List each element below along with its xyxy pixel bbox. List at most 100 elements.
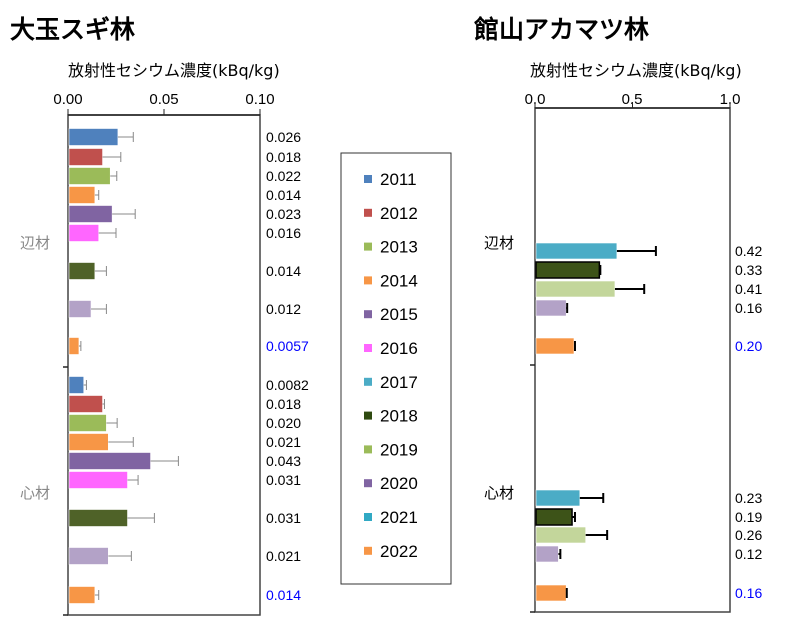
value-label: 0.41 bbox=[735, 281, 762, 297]
value-label: 0.018 bbox=[266, 149, 301, 165]
bar-2019 bbox=[535, 280, 616, 298]
legend-swatch-2020 bbox=[364, 479, 372, 488]
legend-swatch-2015 bbox=[364, 310, 372, 319]
legend-label: 2012 bbox=[380, 204, 418, 223]
bar-2022 bbox=[535, 584, 567, 602]
x-tick-label: 0.10 bbox=[245, 91, 274, 108]
value-label: 0.19 bbox=[735, 509, 762, 525]
bar-2022 bbox=[535, 337, 575, 355]
value-label: 0.23 bbox=[735, 490, 762, 506]
value-label: 0.012 bbox=[266, 301, 301, 317]
value-label: 0.031 bbox=[266, 472, 301, 488]
value-label: 0.043 bbox=[266, 453, 301, 469]
bar-2015 bbox=[68, 205, 113, 223]
chart-title: 館山アカマツ林 bbox=[474, 15, 649, 44]
chart-right: 館山アカマツ林 放射性セシウム濃度(kBq/kg) 0.0 0.5 1.0 辺材… bbox=[474, 15, 762, 613]
legend-swatch-2018 bbox=[364, 411, 372, 420]
value-label: 0.16 bbox=[735, 300, 762, 316]
bar-2013 bbox=[68, 167, 111, 185]
value-label: 0.20 bbox=[735, 338, 762, 354]
bar-2014 bbox=[68, 186, 96, 204]
legend-swatch-2017 bbox=[364, 377, 372, 386]
bar-2012 bbox=[68, 395, 103, 413]
value-label: 0.022 bbox=[266, 168, 301, 184]
value-label: 0.014 bbox=[266, 263, 301, 279]
value-label: 0.021 bbox=[266, 548, 301, 564]
bar-2011 bbox=[68, 376, 85, 394]
group-label-sapwood: 辺材 bbox=[484, 234, 514, 252]
legend-label: 2018 bbox=[380, 407, 418, 426]
bar-2017 bbox=[535, 489, 581, 507]
legend-box bbox=[340, 152, 452, 585]
group-label-heartwood: 心材 bbox=[484, 484, 514, 502]
legend-label: 2021 bbox=[380, 508, 418, 527]
legend-label: 2020 bbox=[380, 474, 418, 493]
bar-2020 bbox=[535, 545, 559, 563]
value-label: 0.016 bbox=[266, 225, 301, 241]
value-label: 0.16 bbox=[735, 585, 762, 601]
bar-2016 bbox=[68, 471, 128, 489]
bar-2015 bbox=[68, 452, 151, 470]
value-label: 0.020 bbox=[266, 415, 301, 431]
legend-swatch-2014 bbox=[364, 276, 372, 285]
bar-2016 bbox=[68, 224, 100, 242]
chart-title: 大玉スギ林 bbox=[10, 15, 135, 44]
legend-label: 2015 bbox=[380, 305, 418, 324]
legend-label: 2019 bbox=[380, 440, 418, 459]
chart-left: 大玉スギ林 放射性セシウム濃度(kBq/kg) 0.00 0.05 0.10 辺… bbox=[10, 15, 309, 616]
value-label: 0.26 bbox=[735, 527, 762, 543]
plot-area bbox=[67, 114, 261, 616]
bar-2012 bbox=[68, 148, 103, 166]
x-tick-label: 1.0 bbox=[720, 91, 741, 108]
bar-2020 bbox=[68, 300, 92, 318]
bar-2018 bbox=[535, 508, 573, 526]
legend-label: 2022 bbox=[380, 542, 418, 561]
legend-swatch-2012 bbox=[364, 208, 372, 217]
x-axis-label: 放射性セシウム濃度(kBq/kg) bbox=[68, 61, 280, 80]
value-label: 0.021 bbox=[266, 434, 301, 450]
legend-label: 2017 bbox=[380, 373, 418, 392]
x-axis-label: 放射性セシウム濃度(kBq/kg) bbox=[530, 61, 742, 80]
value-label: 0.026 bbox=[266, 129, 301, 145]
x-tick-label: 0.05 bbox=[149, 91, 178, 108]
legend-swatch-2019 bbox=[364, 445, 372, 454]
bar-2013 bbox=[68, 414, 107, 432]
legend-label: 2013 bbox=[380, 238, 418, 257]
bar-2022 bbox=[68, 337, 80, 355]
bar-2019 bbox=[535, 526, 587, 544]
value-label: 0.014 bbox=[266, 187, 301, 203]
value-label: 0.014 bbox=[266, 587, 301, 603]
legend-swatch-2016 bbox=[364, 344, 372, 352]
value-label: 0.0082 bbox=[266, 377, 309, 393]
legend-label: 2014 bbox=[380, 271, 418, 290]
x-tick-label: 0.5 bbox=[622, 91, 643, 108]
legend-label: 2011 bbox=[380, 170, 417, 189]
value-label: 0.12 bbox=[735, 546, 762, 562]
value-label: 0.023 bbox=[266, 206, 301, 222]
value-label: 0.42 bbox=[735, 243, 762, 259]
bar-2014 bbox=[68, 433, 109, 451]
x-tick-label: 0.00 bbox=[53, 91, 82, 108]
value-label: 0.33 bbox=[735, 262, 762, 278]
legend-swatch-2011 bbox=[364, 175, 372, 183]
bar-2018 bbox=[68, 509, 128, 527]
legend-swatch-2013 bbox=[364, 242, 372, 251]
bar-2020 bbox=[68, 547, 109, 565]
legend-label: 2016 bbox=[380, 339, 418, 358]
value-label: 0.018 bbox=[266, 396, 301, 412]
group-label-heartwood: 心材 bbox=[20, 484, 50, 502]
group-label-sapwood: 辺材 bbox=[20, 234, 50, 252]
x-tick-label: 0.0 bbox=[525, 91, 546, 108]
bar-2018 bbox=[535, 261, 601, 279]
bar-2017 bbox=[535, 242, 618, 260]
bar-2018 bbox=[68, 262, 96, 280]
legend: 2011 2012 2013 2014 2015 2016 2017 2018 2019 2020… bbox=[340, 152, 452, 585]
bar-2011 bbox=[68, 128, 119, 146]
bar-2020 bbox=[535, 299, 567, 317]
value-label: 0.0057 bbox=[266, 338, 309, 354]
legend-swatch-2022 bbox=[364, 546, 372, 555]
value-label: 0.031 bbox=[266, 510, 301, 526]
legend-swatch-2021 bbox=[364, 513, 372, 521]
bar-2022 bbox=[68, 586, 96, 604]
